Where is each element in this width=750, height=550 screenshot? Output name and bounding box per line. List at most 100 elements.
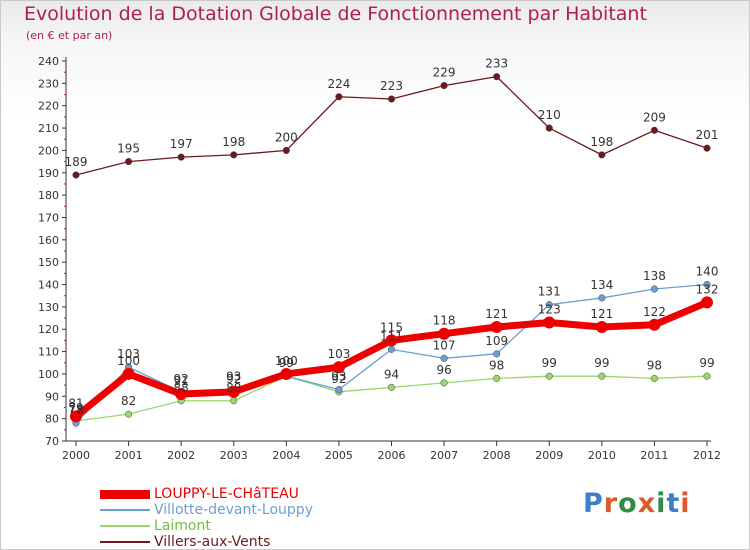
data-label: 99 [279,356,294,370]
data-point [230,397,238,405]
data-label: 93 [331,370,346,384]
data-label: 91 [174,374,189,388]
legend-item: Villers-aux-Vents [100,534,420,550]
data-label: 140 [696,265,719,279]
y-tick-label: 110 [38,346,59,359]
x-tick-label: 2008 [483,449,511,462]
data-point [282,146,290,154]
data-point [598,151,606,159]
chart-legend: LOUPPY-LE-CHâTEAU Villotte-devant-Louppy L… [100,486,420,550]
data-label: 122 [643,305,666,319]
data-label: 198 [590,135,613,149]
logo-letter: r [603,488,619,519]
data-label: 88 [226,381,241,395]
legend-swatch [100,489,150,499]
data-point [545,301,553,309]
data-label: 100 [275,354,298,368]
data-label: 209 [643,110,666,124]
logo-letter: P [583,488,604,519]
data-point [177,153,185,161]
data-point [650,126,658,134]
x-tick-label: 2012 [693,449,721,462]
legend-item: Villotte-devant-Louppy [100,502,420,518]
y-tick-label: 80 [45,413,59,426]
series-line-1 [75,375,708,422]
logo-letter: i [656,488,667,519]
logo-letter: t [666,488,681,519]
data-label: 115 [380,320,403,334]
data-point [493,73,501,81]
x-tick-label: 2005 [325,449,353,462]
data-label: 103 [327,347,350,361]
data-label: 134 [590,278,613,292]
data-label: 98 [489,358,504,372]
data-label: 99 [699,356,714,370]
proxiti-logo: Proxiti [583,488,691,519]
data-point [440,82,448,90]
legend-label: Villotte-devant-Louppy [154,502,313,518]
legend-swatch [100,525,150,527]
y-tick-label: 130 [38,301,59,314]
data-point [703,280,711,289]
data-label: 92 [331,372,346,386]
data-point [703,372,711,380]
data-label: 200 [275,130,298,144]
legend-swatch [100,509,150,511]
data-point [175,388,188,401]
data-label: 111 [380,329,403,343]
data-label: 78 [68,403,83,417]
data-point [335,93,343,101]
chart-title: Evolution de la Dotation Globale de Fonc… [24,3,647,25]
x-tick-label: 2009 [535,449,563,462]
data-label: 82 [121,394,136,408]
data-label: 93 [226,370,241,384]
data-point [335,386,343,394]
y-tick-label: 120 [38,323,59,336]
data-point [122,367,135,380]
data-point [543,316,556,329]
data-label: 223 [380,79,403,93]
data-point [230,151,238,159]
y-tick-label: 90 [45,390,59,403]
x-tick-label: 2001 [115,449,143,462]
data-label: 98 [647,358,662,372]
data-point [493,374,501,382]
y-tick-label: 150 [38,256,59,269]
data-point [701,296,713,309]
data-label: 79 [68,401,83,415]
logo-letter: o [618,488,638,519]
y-tick-label: 200 [38,144,59,157]
data-label: 123 [538,303,561,317]
data-point [385,334,398,347]
y-tick-label: 240 [38,55,59,68]
data-point [648,318,661,331]
legend-item: Laimont [100,518,420,534]
data-label: 103 [117,347,140,361]
data-point [438,327,451,340]
data-label: 94 [384,367,399,381]
x-tick-label: 2007 [430,449,458,462]
data-label: 99 [594,356,609,370]
legend-label: Villers-aux-Vents [154,534,271,550]
data-label: 224 [327,77,350,91]
data-point [440,379,448,387]
series-line-2 [75,283,708,424]
data-point [493,350,501,358]
data-label: 195 [117,142,140,156]
y-tick-label: 140 [38,279,59,292]
y-tick-label: 170 [38,211,59,224]
data-point [125,410,133,418]
data-point [490,321,503,333]
legend-label: Laimont [154,518,211,534]
x-tick-label: 2006 [378,449,406,462]
series-layer [70,73,713,427]
chart-subtitle: (en € et par an) [26,29,113,42]
data-point [650,285,658,293]
data-label: 233 [485,57,508,71]
data-label: 96 [436,363,451,377]
data-label: 99 [542,356,557,370]
data-point [125,158,133,166]
data-label: 138 [643,269,666,283]
data-label: 81 [68,396,83,410]
data-point [72,171,80,179]
